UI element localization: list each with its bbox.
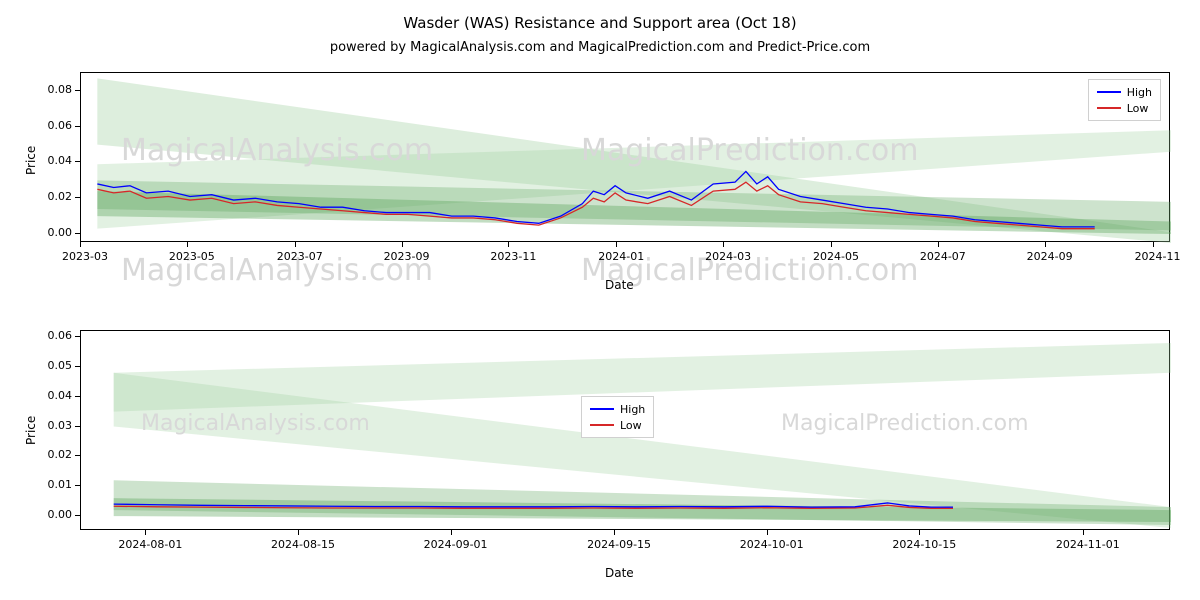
legend-item-high: High [590,401,645,417]
x-tick-label: 2023-09 [372,250,442,263]
legend-swatch-high [1097,91,1121,93]
top-chart-panel: MagicalAnalysis.com MagicalPrediction.co… [80,72,1170,242]
x-tick-mark [767,530,768,535]
x-tick-mark [1083,530,1084,535]
y-tick-label: 0.03 [48,419,73,432]
x-tick-label: 2024-01 [586,250,656,263]
x-tick-label: 2024-03 [693,250,763,263]
y-tick-mark [75,161,80,162]
legend-label: Low [1127,102,1149,115]
x-tick-mark [723,242,724,247]
legend-item-low: Low [1097,100,1152,116]
bottom-chart-panel: MagicalAnalysis.com MagicalPrediction.co… [80,330,1170,530]
legend-swatch-low [1097,107,1121,109]
y-tick-label: 0.06 [48,119,73,132]
x-tick-mark [1045,242,1046,247]
x-tick-label: 2024-10-15 [889,538,959,551]
legend-swatch-high [590,408,614,410]
legend-item-high: High [1097,84,1152,100]
x-tick-label: 2023-05 [157,250,227,263]
y-tick-mark [75,126,80,127]
bottom-chart-xlabel: Date [605,566,634,580]
y-tick-label: 0.05 [48,359,73,372]
y-tick-mark [75,426,80,427]
y-tick-mark [75,336,80,337]
x-tick-label: 2024-09 [1015,250,1085,263]
bottom-chart-ylabel: Price [24,416,38,445]
x-tick-mark [402,242,403,247]
x-tick-mark [1153,242,1154,247]
x-tick-mark [831,242,832,247]
legend-item-low: Low [590,417,645,433]
x-tick-mark [295,242,296,247]
top-chart-svg [81,73,1171,243]
y-tick-label: 0.04 [48,154,73,167]
top-chart-legend: High Low [1088,79,1161,121]
legend-label: High [620,403,645,416]
chart-title: Wasder (WAS) Resistance and Support area… [0,14,1200,32]
y-tick-label: 0.01 [48,478,73,491]
x-tick-label: 2024-08-15 [268,538,338,551]
y-tick-mark [75,366,80,367]
legend-label: High [1127,86,1152,99]
x-tick-mark [919,530,920,535]
x-tick-mark [938,242,939,247]
x-tick-label: 2024-05 [801,250,871,263]
x-tick-mark [80,242,81,247]
x-tick-label: 2024-10-01 [737,538,807,551]
y-tick-mark [75,90,80,91]
x-tick-mark [614,530,615,535]
y-tick-label: 0.02 [48,448,73,461]
y-tick-mark [75,197,80,198]
y-tick-label: 0.06 [48,329,73,342]
y-tick-label: 0.08 [48,83,73,96]
x-tick-mark [298,530,299,535]
bottom-chart-legend: High Low [581,396,654,438]
y-tick-mark [75,233,80,234]
top-chart-ylabel: Price [24,146,38,175]
figure: { "figure": { "width": 1200, "height": 6… [0,0,1200,600]
y-tick-mark [75,515,80,516]
y-tick-label: 0.00 [48,226,73,239]
x-tick-label: 2023-07 [265,250,335,263]
x-tick-mark [187,242,188,247]
x-tick-label: 2024-08-01 [115,538,185,551]
y-tick-label: 0.02 [48,190,73,203]
x-tick-label: 2024-11-01 [1053,538,1123,551]
top-chart-xlabel: Date [605,278,634,292]
y-tick-label: 0.04 [48,389,73,402]
x-tick-mark [145,530,146,535]
x-tick-label: 2023-11 [478,250,548,263]
x-tick-mark [508,242,509,247]
y-tick-mark [75,396,80,397]
x-tick-mark [616,242,617,247]
x-tick-label: 2024-07 [908,250,978,263]
legend-swatch-low [590,424,614,426]
x-tick-label: 2024-11 [1123,250,1193,263]
x-tick-label: 2024-09-15 [584,538,654,551]
x-tick-label: 2023-03 [50,250,120,263]
x-tick-mark [451,530,452,535]
y-tick-label: 0.00 [48,508,73,521]
chart-subtitle: powered by MagicalAnalysis.com and Magic… [0,40,1200,55]
y-tick-mark [75,485,80,486]
legend-label: Low [620,419,642,432]
x-tick-label: 2024-09-01 [421,538,491,551]
y-tick-mark [75,455,80,456]
